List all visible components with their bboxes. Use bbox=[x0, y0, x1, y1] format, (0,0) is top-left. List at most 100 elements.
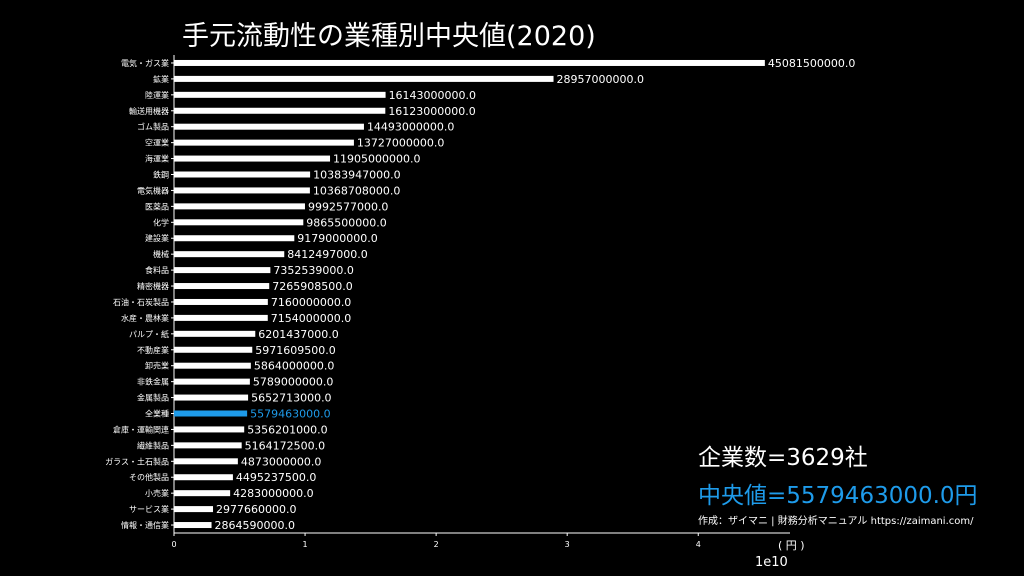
value-label: 5864000000.0 bbox=[254, 360, 334, 373]
median-value: 中央値=5579463000.0円 bbox=[698, 483, 978, 509]
bar bbox=[174, 490, 231, 497]
bar bbox=[174, 219, 304, 226]
bar bbox=[174, 267, 271, 274]
category-label: 不動産業 bbox=[137, 345, 169, 355]
bar bbox=[174, 171, 311, 178]
bar bbox=[174, 235, 295, 242]
x-tick-label: 4 bbox=[696, 540, 701, 549]
category-label: パルプ・紙 bbox=[129, 329, 169, 339]
x-tick-label: 2 bbox=[434, 540, 439, 549]
category-label: 石油・石炭製品 bbox=[113, 297, 169, 307]
bar bbox=[174, 346, 253, 353]
category-label: 電気機器 bbox=[137, 185, 169, 195]
category-label: 電気・ガス業 bbox=[121, 58, 169, 68]
category-label: 空運業 bbox=[145, 138, 169, 148]
value-label: 5789000000.0 bbox=[253, 376, 333, 389]
bar bbox=[174, 362, 251, 369]
bar bbox=[174, 203, 305, 210]
category-label: 陸運業 bbox=[145, 90, 169, 100]
value-label: 16123000000.0 bbox=[388, 105, 475, 118]
bar bbox=[174, 442, 242, 449]
category-label: 小売業 bbox=[145, 488, 169, 498]
category-label: 鉄鋼 bbox=[153, 170, 169, 180]
value-label: 5971609500.0 bbox=[255, 344, 335, 357]
bar bbox=[174, 426, 245, 433]
bar bbox=[174, 75, 554, 82]
x-tick-label: 3 bbox=[565, 540, 570, 549]
category-label: 化学 bbox=[153, 217, 169, 227]
value-label: 10368708000.0 bbox=[313, 184, 400, 197]
category-label: 食料品 bbox=[145, 265, 169, 275]
x-tick-label: 1 bbox=[303, 540, 308, 549]
category-label: 海運業 bbox=[145, 154, 169, 164]
value-label: 7352539000.0 bbox=[273, 264, 353, 277]
bar bbox=[174, 283, 270, 290]
value-label: 4495237500.0 bbox=[236, 471, 316, 484]
value-label: 9865500000.0 bbox=[306, 216, 386, 229]
value-label: 10383947000.0 bbox=[313, 169, 400, 182]
category-label: 卸売業 bbox=[145, 361, 169, 371]
value-label: 14493000000.0 bbox=[367, 121, 454, 134]
category-label: 医薬品 bbox=[145, 201, 169, 211]
category-label: 機械 bbox=[153, 249, 169, 259]
value-label: 5356201000.0 bbox=[247, 423, 327, 436]
bar bbox=[174, 139, 354, 146]
category-label: 繊維製品 bbox=[137, 440, 169, 450]
value-label: 16143000000.0 bbox=[389, 89, 476, 102]
value-label: 6201437000.0 bbox=[258, 328, 338, 341]
category-label: その他製品 bbox=[129, 472, 169, 482]
bar bbox=[174, 251, 285, 258]
x-tick-label: 0 bbox=[171, 540, 176, 549]
bar bbox=[174, 394, 249, 401]
category-label: 建設業 bbox=[145, 233, 169, 243]
x-axis-label: ( 円 ) bbox=[778, 539, 805, 552]
bar bbox=[174, 506, 214, 513]
category-label: 金属製品 bbox=[137, 393, 169, 403]
bar bbox=[174, 410, 248, 417]
category-label: 輸送用機器 bbox=[129, 106, 169, 116]
source-credit: 作成：ザイマニ | 財務分析マニュアル https://zaimani.com/ bbox=[698, 516, 974, 527]
bar bbox=[174, 155, 331, 162]
value-label: 2864590000.0 bbox=[215, 519, 295, 532]
value-label: 7160000000.0 bbox=[271, 296, 351, 309]
category-label: 倉庫・運輸関連 bbox=[113, 424, 169, 434]
value-label: 4873000000.0 bbox=[241, 455, 321, 468]
value-label: 9992577000.0 bbox=[308, 200, 388, 213]
bar bbox=[174, 91, 386, 98]
value-label: 11905000000.0 bbox=[333, 153, 420, 166]
bar bbox=[174, 458, 238, 465]
value-label: 45081500000.0 bbox=[768, 57, 855, 70]
chart-title: 手元流動性の業種別中央値(2020) bbox=[182, 21, 596, 52]
value-label: 13727000000.0 bbox=[357, 137, 444, 150]
bar bbox=[174, 59, 765, 66]
value-label: 5164172500.0 bbox=[245, 439, 325, 452]
bar bbox=[174, 107, 386, 114]
value-label: 7154000000.0 bbox=[271, 312, 351, 325]
value-label: 4283000000.0 bbox=[233, 487, 313, 500]
value-label: 5652713000.0 bbox=[251, 392, 331, 405]
value-label: 28957000000.0 bbox=[557, 73, 644, 86]
bar bbox=[174, 123, 364, 130]
bar bbox=[174, 474, 233, 481]
category-label: サービス業 bbox=[129, 504, 169, 514]
category-label: ゴム製品 bbox=[137, 122, 169, 132]
bar bbox=[174, 330, 256, 337]
category-label: ガラス・土石製品 bbox=[105, 456, 169, 466]
value-label: 5579463000.0 bbox=[250, 408, 330, 421]
value-label: 8412497000.0 bbox=[287, 248, 367, 261]
bar bbox=[174, 187, 310, 194]
value-label: 2977660000.0 bbox=[216, 503, 296, 516]
category-label: 全業種 bbox=[145, 409, 169, 419]
category-label: 非鉄金属 bbox=[137, 377, 169, 387]
value-label: 9179000000.0 bbox=[297, 232, 377, 245]
category-label: 情報・通信業 bbox=[121, 520, 169, 530]
x-axis-exponent: 1e10 bbox=[755, 555, 788, 570]
category-label: 鉱業 bbox=[153, 74, 169, 84]
category-label: 精密機器 bbox=[137, 281, 169, 291]
bar bbox=[174, 298, 268, 305]
bar bbox=[174, 314, 268, 321]
company-count: 企業数=3629社 bbox=[698, 445, 868, 471]
category-label: 水産・農林業 bbox=[121, 313, 169, 323]
value-label: 7265908500.0 bbox=[272, 280, 352, 293]
